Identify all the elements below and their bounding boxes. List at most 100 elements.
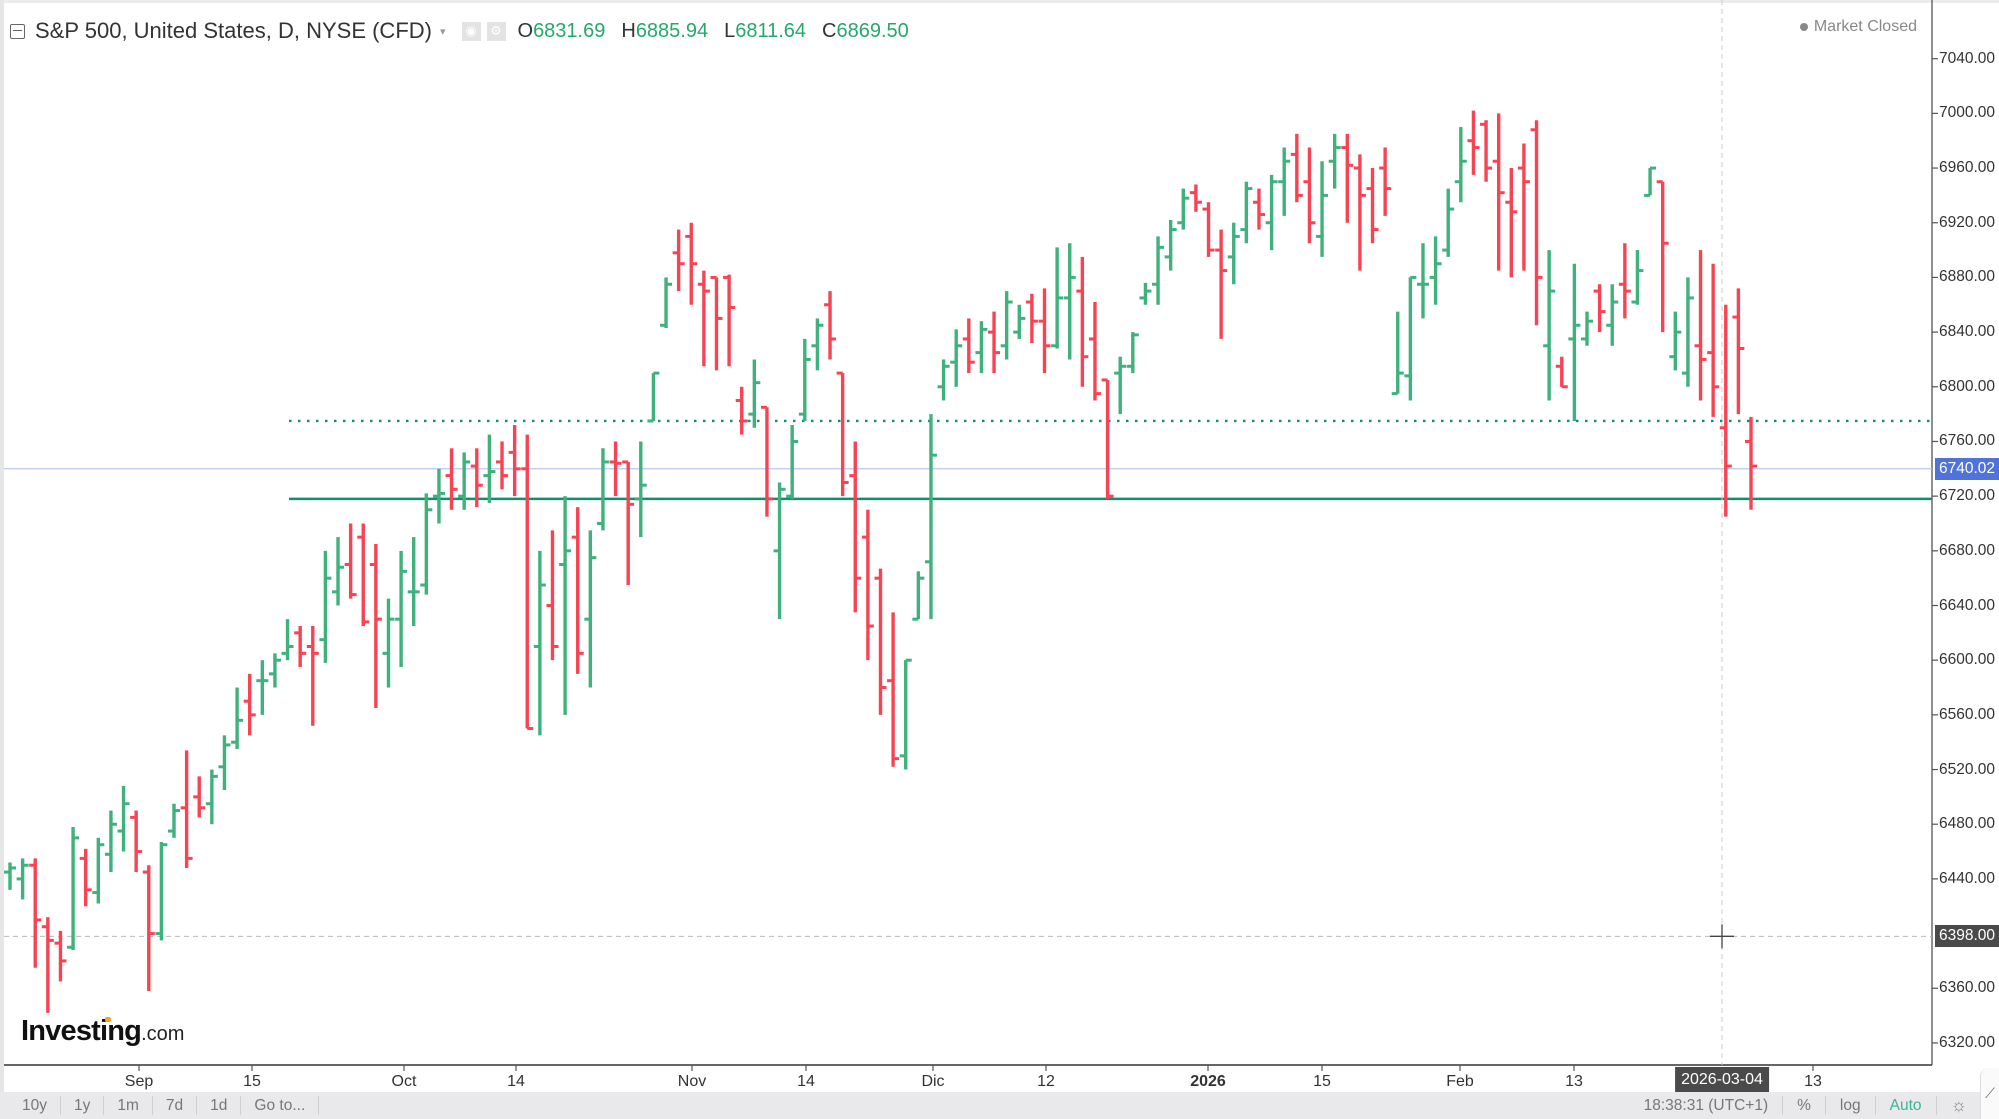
settings-icon[interactable]: ⚙ [486, 21, 506, 41]
ohlc-bar [975, 321, 988, 374]
ohlc-bar [1391, 311, 1404, 396]
ohlc-bar [950, 329, 963, 387]
ohlc-bar [887, 612, 900, 767]
ohlc-bar [912, 571, 925, 621]
ohlc-bar [1404, 275, 1417, 401]
price-tick-label: 6520.00 [1938, 760, 1995, 778]
price-tick-label: 6480.00 [1938, 815, 1995, 833]
ohlc-bar [205, 769, 218, 825]
price-tick-label: 7000.00 [1938, 104, 1995, 122]
range-1m-button[interactable]: 1m [104, 1096, 153, 1115]
date-tick-label: Sep [124, 1073, 154, 1090]
ohlc-bar [533, 550, 546, 736]
chevron-down-icon[interactable]: ▾ [439, 25, 446, 38]
status-dot-icon [1799, 23, 1808, 31]
ohlc-bar [256, 660, 269, 715]
ohlc-bar [483, 434, 496, 503]
ohlc-bar [1366, 168, 1379, 244]
percent-scale-button[interactable]: % [1782, 1096, 1825, 1115]
gear-icon[interactable]: ☼ [1935, 1095, 1982, 1115]
ohlc-bar [168, 803, 181, 838]
price-tick-label: 6360.00 [1938, 979, 1995, 997]
ohlc-bar [180, 750, 193, 868]
price-tick-label: 6680.00 [1938, 541, 1995, 559]
ohlc-bar [1152, 236, 1165, 305]
price-chart[interactable] [0, 0, 1999, 1092]
ohlc-bar [193, 776, 206, 818]
ohlc-bar [546, 530, 559, 661]
ohlc-bar [899, 658, 912, 770]
ohlc-bar [584, 530, 597, 688]
market-status: Market Closed [1799, 18, 1917, 36]
market-status-text: Market Closed [1813, 18, 1917, 35]
ohlc-bar [622, 460, 635, 585]
ohlc-bar [1189, 184, 1202, 212]
date-tick-label: Oct [391, 1073, 417, 1090]
ohlc-bar [685, 222, 698, 305]
range-7d-button[interactable]: 7d [153, 1096, 198, 1115]
price-tick-label: 6800.00 [1938, 377, 1995, 395]
clock-time: 18:38:31 (UTC+1) [1643, 1096, 1769, 1114]
ohlc-bar [1265, 174, 1278, 251]
log-scale-button[interactable]: log [1824, 1096, 1875, 1115]
ohlc-bar [1745, 416, 1757, 510]
ohlc-bar [1631, 250, 1644, 305]
ohlc-bar [1467, 110, 1480, 175]
ohlc-bar [369, 543, 382, 709]
ohlc-bar [1416, 243, 1429, 319]
ohlc-bar [1681, 277, 1694, 387]
collapse-icon[interactable] [10, 23, 25, 39]
auto-scale-button[interactable]: Auto [1874, 1096, 1936, 1115]
ohlc-bar [294, 626, 307, 668]
ohlc-bar [634, 441, 647, 538]
goto-button[interactable]: Go to... [241, 1096, 320, 1115]
ohlc-bar [104, 810, 117, 873]
ohlc-bar [1707, 263, 1720, 417]
date-tick-label: 12 [1037, 1073, 1055, 1090]
ohlc-bar [1076, 256, 1089, 387]
ohlc-bar [1480, 120, 1493, 182]
ohlc-bar [508, 425, 521, 497]
ohlc-bar [1328, 133, 1341, 189]
crosshair-price-badge: 6398.00 [1935, 925, 1999, 948]
ohlc-bar [1252, 188, 1265, 230]
price-tick-label: 6600.00 [1938, 651, 1995, 669]
ohlc-bar [1543, 250, 1556, 401]
range-1d-button[interactable]: 1d [197, 1096, 242, 1115]
visibility-icon[interactable]: ◉ [461, 21, 481, 41]
ohlc-bar [1088, 302, 1101, 401]
symbol-title[interactable]: S&P 500, United States, D, NYSE (CFD) [35, 18, 432, 43]
ohlc-bar [1038, 288, 1051, 374]
ohlc-bar [697, 270, 710, 367]
ohlc-bar [445, 448, 458, 510]
ohlc-bar [1126, 332, 1139, 374]
ohlc-bar [1568, 263, 1581, 421]
date-tick-label: 15 [1313, 1073, 1331, 1090]
ohlc-low: L6811.64 [724, 19, 807, 42]
ohlc-bar [470, 448, 483, 508]
logo-dot [105, 1017, 111, 1022]
ohlc-bar [1517, 143, 1530, 271]
ohlc-bar [4, 862, 16, 890]
ohlc-bar [811, 318, 824, 371]
price-tick-label: 6960.00 [1938, 159, 1995, 177]
ohlc-bar [1593, 284, 1606, 333]
ohlc-bar [67, 826, 80, 950]
ohlc-bar [1290, 133, 1303, 203]
range-10y-button[interactable]: 10y [0, 1096, 61, 1115]
price-tick-label: 6840.00 [1938, 323, 1995, 341]
range-1y-button[interactable]: 1y [61, 1096, 105, 1115]
ohlc-open: O6831.69 [517, 19, 606, 42]
ohlc-bar [231, 687, 244, 750]
ohlc-bar [268, 653, 281, 688]
ohlc-bar [395, 550, 408, 668]
ohlc-bar [1656, 180, 1669, 333]
ohlc-bar [218, 735, 231, 791]
expand-handle-icon[interactable]: ⟋ [1980, 1068, 1999, 1119]
last-price-badge: 6740.02 [1935, 457, 1999, 480]
date-tick-label: Feb [1446, 1073, 1474, 1090]
ohlc-bar [559, 496, 572, 715]
left-border [0, 0, 4, 1092]
ohlc-bar [1580, 311, 1593, 346]
date-tick-label: 15 [243, 1073, 261, 1090]
